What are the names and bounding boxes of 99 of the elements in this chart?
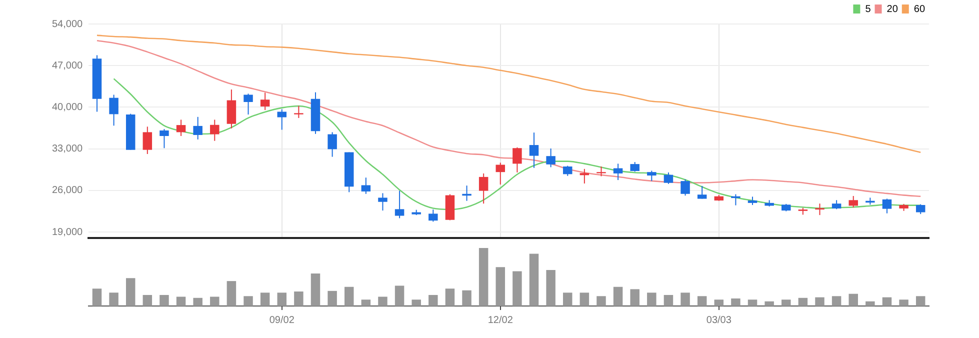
bar — [361, 300, 371, 306]
bar — [529, 254, 539, 306]
bar — [782, 300, 791, 306]
x-tick-label: 09/02 — [269, 314, 295, 326]
candlestick — [394, 190, 404, 219]
candlestick — [378, 192, 388, 212]
candlestick — [142, 126, 152, 155]
bar — [260, 292, 270, 306]
x-tick-label: 03/03 — [706, 314, 732, 326]
candlestick — [815, 203, 824, 216]
bar — [445, 288, 455, 306]
candlestick — [328, 132, 337, 158]
bar — [613, 286, 623, 306]
candlestick — [563, 165, 572, 176]
legend-label: 5 — [865, 4, 872, 15]
bar — [798, 298, 808, 306]
candlestick — [664, 172, 674, 184]
bar — [496, 267, 506, 306]
candlestick — [496, 162, 506, 186]
bar — [580, 292, 590, 306]
bar — [815, 297, 824, 306]
candlestick — [428, 209, 438, 222]
bar — [126, 278, 136, 306]
bar — [832, 296, 842, 306]
bar — [731, 298, 740, 306]
bar — [210, 296, 220, 306]
bar — [109, 292, 118, 306]
candlestick — [546, 148, 556, 168]
candlestick — [109, 94, 118, 126]
bar — [92, 288, 102, 306]
y-tick-label: 19,000 — [52, 226, 84, 238]
bar — [748, 300, 758, 306]
candlestick — [882, 198, 892, 214]
candlestick — [529, 132, 539, 168]
candlestick — [697, 185, 707, 200]
bar — [680, 292, 690, 306]
bar — [630, 289, 640, 306]
candlestick — [210, 119, 220, 142]
candlestick — [512, 146, 522, 173]
candlestick — [193, 116, 202, 140]
candlestick — [226, 89, 236, 129]
bar — [848, 294, 858, 306]
candlestick — [613, 163, 623, 181]
y-tick-label: 40,000 — [52, 102, 84, 113]
bar — [596, 296, 606, 306]
bar — [916, 296, 926, 306]
candlestick — [277, 108, 287, 130]
bar — [176, 296, 186, 306]
bar — [546, 270, 556, 306]
candlestick — [916, 204, 926, 215]
bar — [344, 286, 354, 306]
bar — [226, 281, 236, 306]
bar — [277, 292, 287, 306]
candlestick — [680, 178, 690, 196]
bar — [142, 294, 152, 306]
legend-label: 20 — [886, 4, 898, 15]
bar — [294, 292, 304, 306]
candlestick — [596, 166, 606, 177]
bar — [664, 294, 674, 306]
bar — [899, 300, 908, 306]
candlestick — [478, 172, 488, 204]
candlestick — [630, 162, 640, 172]
y-tick-label: 33,000 — [52, 144, 84, 155]
line-series — [96, 40, 922, 198]
y-tick-label: 54,000 — [52, 18, 84, 30]
bar — [310, 274, 320, 306]
candlestick — [848, 195, 858, 208]
candlestick — [580, 168, 590, 184]
line-series — [96, 34, 922, 154]
bar — [328, 290, 337, 306]
bar — [866, 301, 875, 306]
candlestick — [160, 128, 169, 149]
bar — [160, 294, 169, 306]
candlestick — [361, 177, 371, 194]
bar — [512, 271, 522, 306]
bar — [193, 298, 202, 306]
candlestick — [647, 170, 656, 182]
legend-label: 60 — [914, 4, 926, 15]
x-tick-label: 12/02 — [488, 314, 514, 326]
bar — [764, 301, 774, 306]
bar — [428, 294, 438, 306]
y-tick-label: 26,000 — [52, 185, 84, 196]
candlestick — [260, 92, 270, 111]
bar — [882, 297, 892, 306]
candlestick — [832, 200, 842, 210]
bar — [478, 248, 488, 306]
bar — [563, 292, 572, 306]
bar — [697, 296, 707, 306]
candlestick — [244, 93, 253, 116]
bar — [647, 292, 656, 306]
candlestick — [294, 105, 304, 118]
bar — [412, 300, 421, 306]
candlestick — [176, 119, 186, 136]
bar — [462, 290, 472, 306]
bar — [244, 296, 253, 306]
bar — [378, 296, 388, 306]
bar — [714, 300, 724, 306]
bar — [394, 286, 404, 306]
y-tick-label: 47,000 — [52, 60, 84, 72]
